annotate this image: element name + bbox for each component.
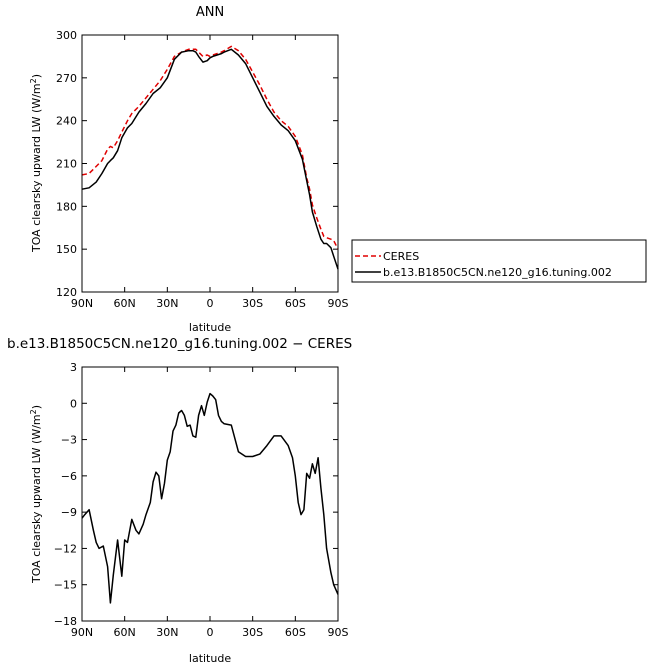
bottom-x-tick-label: 90S xyxy=(328,626,349,639)
top-x-tick-label: 90N xyxy=(71,297,93,310)
top-y-tick-label: 120 xyxy=(56,286,77,299)
bottom-x-tick-label: 30S xyxy=(242,626,263,639)
top-y-tick-label: 240 xyxy=(56,115,77,128)
legend-box xyxy=(351,239,647,283)
bottom-x-axis-label: latitude xyxy=(189,652,231,665)
top-y-tick-label: 150 xyxy=(56,243,77,256)
top-x-axis-label: latitude xyxy=(189,321,231,334)
top-x-tick-label: 30S xyxy=(242,297,263,310)
top-x-tick-label: 60N xyxy=(114,297,136,310)
legend-label-model: b.e13.B1850C5CN.ne120_g16.tuning.002 xyxy=(383,266,612,279)
top-x-tick-label: 30N xyxy=(156,297,178,310)
top-series-line-1 xyxy=(81,48,339,270)
top-y-tick-label: 180 xyxy=(56,200,77,213)
bottom-y-tick-label: −3 xyxy=(61,434,77,447)
bottom-title: b.e13.B1850C5CN.ne120_g16.tuning.002 − C… xyxy=(7,336,352,352)
bottom-x-tick-label: 60N xyxy=(114,626,136,639)
bottom-y-tick-label: −18 xyxy=(54,615,77,628)
top-x-tick-label: 60S xyxy=(285,297,306,310)
bottom-x-tick-label: 0 xyxy=(207,626,214,639)
bottom-y-tick-label: 0 xyxy=(70,397,77,410)
top-series-line-0 xyxy=(81,45,339,250)
top-plot-frame xyxy=(81,34,339,293)
bottom-panel: b.e13.B1850C5CN.ne120_g16.tuning.002 − C… xyxy=(7,336,352,665)
bottom-y-tick-label: −15 xyxy=(54,579,77,592)
bottom-y-tick-label: −6 xyxy=(61,470,77,483)
bottom-y-tick-label: 3 xyxy=(70,361,77,374)
bottom-x-tick-label: 30N xyxy=(156,626,178,639)
top-y-tick-label: 270 xyxy=(56,72,77,85)
bottom-y-tick-label: −12 xyxy=(54,542,77,555)
bottom-x-tick-label: 90N xyxy=(71,626,93,639)
top-x-tick-label: 0 xyxy=(207,297,214,310)
legend-label-ceres: CERES xyxy=(383,250,419,263)
top-y-tick-label: 300 xyxy=(56,29,77,42)
top-panel: ANN TOA clearsky upward LW (W/m2) 90N 60N… xyxy=(29,5,647,334)
top-y-axis-label: TOA clearsky upward LW (W/m2) xyxy=(29,74,43,253)
bottom-x-tick-label: 60S xyxy=(285,626,306,639)
bottom-series-line-0 xyxy=(81,392,339,604)
top-x-tick-label: 90S xyxy=(328,297,349,310)
bottom-y-axis-label: TOA clearsky upward LW (W/m2) xyxy=(29,405,43,584)
top-title: ANN xyxy=(196,5,224,20)
bottom-y-tick-label: −9 xyxy=(61,506,77,519)
bottom-plot-frame xyxy=(81,366,339,622)
legend: CERES b.e13.B1850C5CN.ne120_g16.tuning.0… xyxy=(351,239,647,283)
top-y-tick-label: 210 xyxy=(56,158,77,171)
